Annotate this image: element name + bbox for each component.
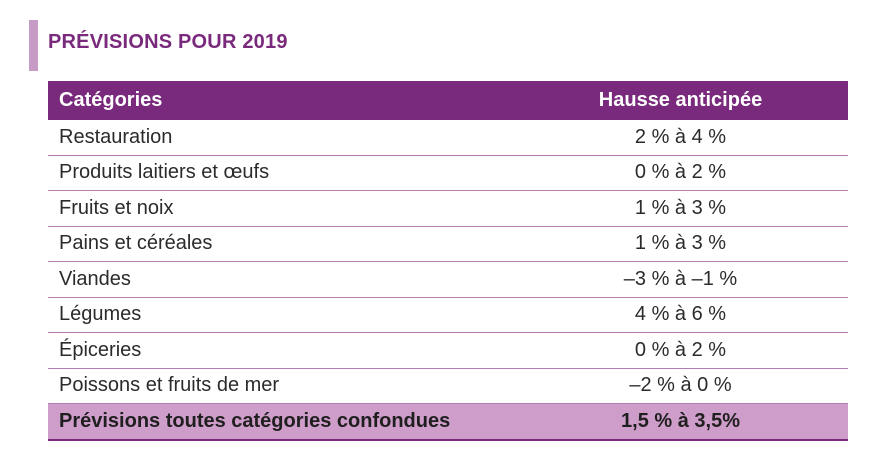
table-row: Viandes –3 % à –1 % (48, 262, 848, 298)
page-title: PRÉVISIONS POUR 2019 (48, 31, 288, 53)
row-category: Légumes (59, 303, 142, 326)
row-value: 4 % à 6 % (634, 303, 727, 326)
table-row: Produits laitiers et œufs 0 % à 2 % (48, 156, 848, 191)
table-row: Légumes 4 % à 6 % (48, 298, 848, 333)
table-row: Épiceries 0 % à 2 % (48, 333, 848, 369)
total-value: 1,5 % à 3,5% (621, 410, 740, 432)
row-category: Épiceries (59, 338, 142, 361)
row-category: Pains et céréales (59, 232, 213, 255)
row-value: 1 % à 3 % (634, 196, 727, 219)
row-value: 2 % à 4 % (634, 125, 727, 148)
total-category: Prévisions toutes catégories confondues (59, 410, 451, 432)
row-category: Fruits et noix (59, 196, 174, 219)
row-category: Restauration (59, 125, 173, 148)
row-value: 0 % à 2 % (634, 161, 727, 184)
header-value: Hausse anticipée (598, 89, 763, 111)
table-header-row: Catégories Hausse anticipée (48, 81, 848, 120)
row-value: 1 % à 3 % (634, 232, 727, 255)
table-row: Pains et céréales 1 % à 3 % (48, 227, 848, 262)
row-category: Produits laitiers et œufs (59, 161, 270, 184)
row-value: –3 % à –1 % (623, 267, 738, 290)
title-accent-bar (29, 20, 38, 71)
header-category: Catégories (59, 89, 163, 111)
row-value: –2 % à 0 % (629, 374, 732, 397)
table-row: Fruits et noix 1 % à 3 % (48, 191, 848, 227)
table-row: Poissons et fruits de mer –2 % à 0 % (48, 369, 848, 404)
table-total-row: Prévisions toutes catégories confondues … (48, 404, 848, 441)
row-value: 0 % à 2 % (634, 338, 727, 361)
row-category: Poissons et fruits de mer (59, 374, 280, 397)
table-row: Restauration 2 % à 4 % (48, 120, 848, 156)
forecast-table: Catégories Hausse anticipée Restauration… (48, 81, 848, 441)
row-category: Viandes (59, 267, 131, 290)
